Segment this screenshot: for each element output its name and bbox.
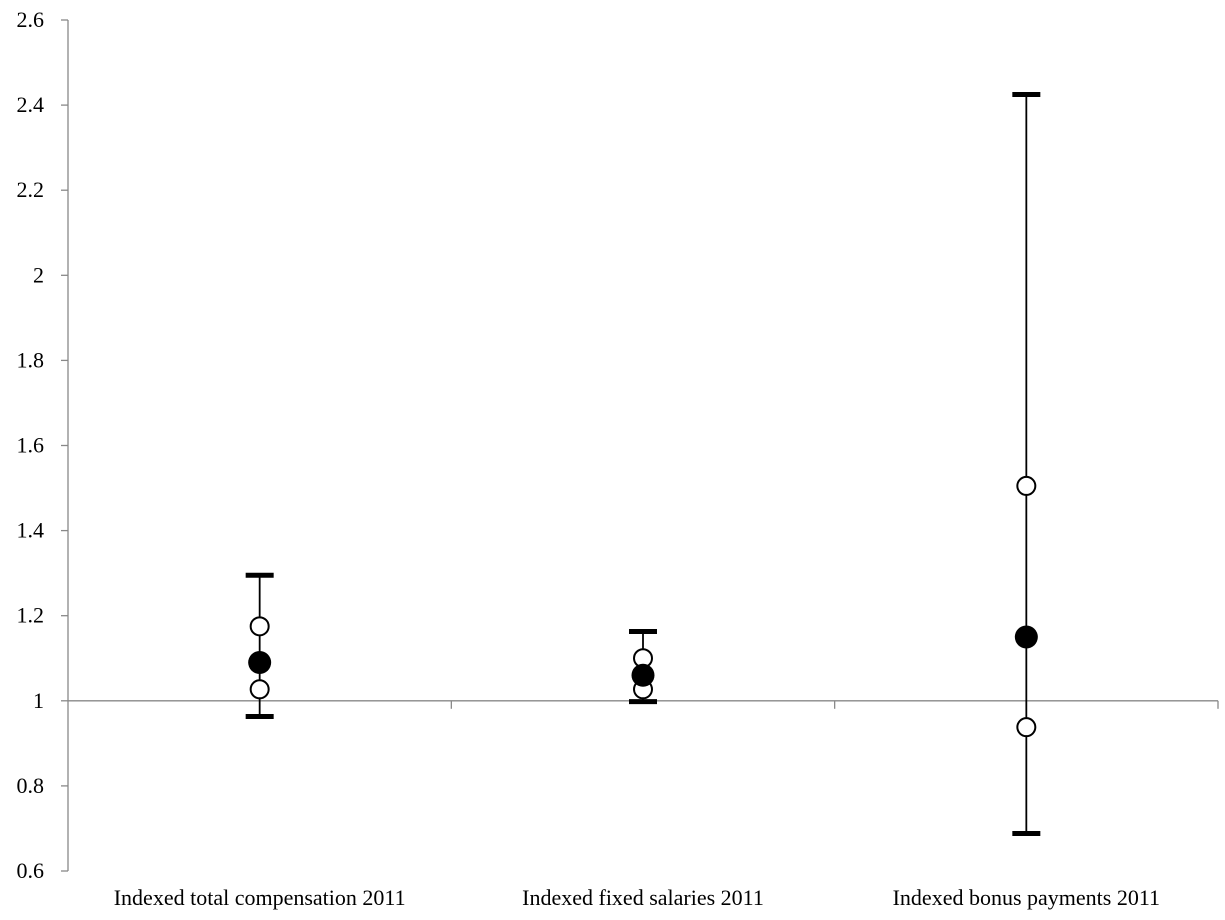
open-circle-point [249, 616, 270, 637]
y-tick-label: 2.4 [17, 92, 45, 117]
y-tick-label: 1.6 [17, 433, 45, 458]
x-axis-categories: Indexed total compensation 2011 Indexed f… [114, 885, 1160, 910]
open-circle-point [249, 679, 270, 700]
y-tick-label: 2 [33, 262, 44, 287]
y-tick-label: 0.8 [17, 773, 45, 798]
x-category-label: Indexed fixed salaries 2011 [522, 885, 764, 910]
filled-circle-point [1014, 625, 1038, 649]
open-circle-point [1016, 717, 1037, 738]
y-tick-label: 1.2 [17, 603, 45, 628]
filled-circle-point [631, 663, 655, 687]
x-category-label: Indexed total compensation 2011 [114, 885, 406, 910]
x-category-label: Indexed bonus payments 2011 [893, 885, 1160, 910]
axes [67, 20, 1219, 871]
y-axis-ticks: 0.6 0.8 1 1.2 1.4 1.6 1.8 2 2.2 2.4 2.6 [17, 7, 68, 883]
y-tick-label: 1 [33, 688, 44, 713]
y-tick-label: 1.8 [17, 347, 45, 372]
y-tick-label: 1.4 [17, 518, 45, 543]
y-tick-label: 2.2 [17, 177, 45, 202]
y-tick-label: 0.6 [17, 858, 45, 883]
y-tick-label: 2.6 [17, 7, 45, 32]
data-marks [245, 91, 1041, 837]
filled-circle-point [248, 651, 272, 675]
open-circle-point [1016, 475, 1037, 496]
